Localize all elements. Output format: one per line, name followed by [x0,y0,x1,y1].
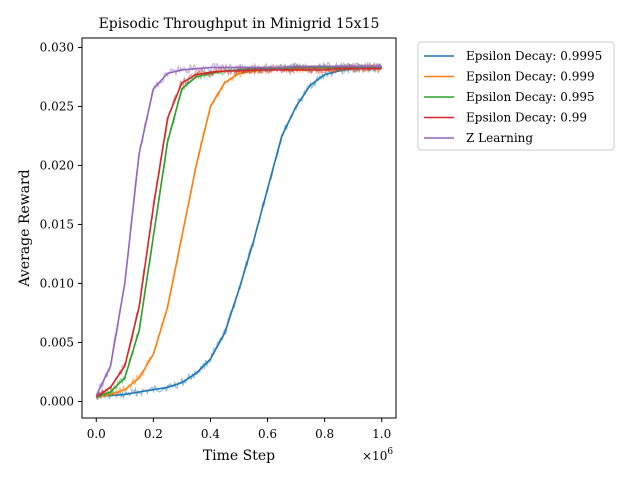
series-epsilon-decay-0-995-band [95,62,383,400]
x-multiplier-base: ×10 [362,449,387,463]
plot-frame [81,37,397,419]
x-axis: 0.0 0.2 0.4 0.6 0.8 1.0 [87,418,391,441]
series-epsilon-decay-0-999-band [95,61,382,401]
legend-entry: Epsilon Decay: 0.9995 [466,49,602,63]
legend-frame [417,41,615,151]
x-axis-label: Time Step [203,448,275,464]
legend-entry: Epsilon Decay: 0.999 [466,70,595,84]
series-epsilon-decay-0-9995-line [96,66,382,397]
series-z-learning-band [95,61,383,399]
legend: Epsilon Decay: 0.9995 Epsilon Decay: 0.99… [417,41,615,151]
y-axis-label: Average Reward [17,169,33,287]
x-axis-multiplier: ×106 [362,447,393,463]
series-epsilon-decay-0-999-line [96,66,382,398]
y-tick-label: 0.015 [40,217,74,231]
chart-title: Episodic Throughput in Minigrid 15x15 [99,16,380,32]
series-epsilon-decay-0-99-line [95,67,382,398]
legend-entry: Epsilon Decay: 0.995 [466,90,595,104]
legend-entry: Z Learning [466,131,533,145]
y-tick-label: 0.005 [40,335,74,349]
series-epsilon-decay-0-9995-band [96,62,383,400]
series-layer [95,61,383,401]
y-tick-label: 0.010 [40,276,74,290]
legend-entry: Epsilon Decay: 0.99 [466,111,587,125]
x-multiplier-exponent: 6 [387,447,393,457]
x-tick-label: 1.0 [372,427,391,441]
series-epsilon-decay-0-995-line [96,66,382,398]
y-tick-label: 0.025 [40,99,74,113]
x-tick-label: 0.8 [315,427,334,441]
y-axis: 0.000 0.005 0.010 0.015 0.020 0.025 0.030 [40,40,82,408]
series-z-learning-line [95,65,382,396]
x-tick-label: 0.2 [144,427,163,441]
y-tick-label: 0.030 [40,40,74,54]
x-tick-label: 0.4 [201,427,220,441]
x-tick-label: 0.6 [258,427,277,441]
y-tick-label: 0.000 [40,394,74,408]
x-tick-label: 0.0 [87,427,106,441]
y-tick-label: 0.020 [40,158,74,172]
series-epsilon-decay-0-99-band [96,62,383,399]
